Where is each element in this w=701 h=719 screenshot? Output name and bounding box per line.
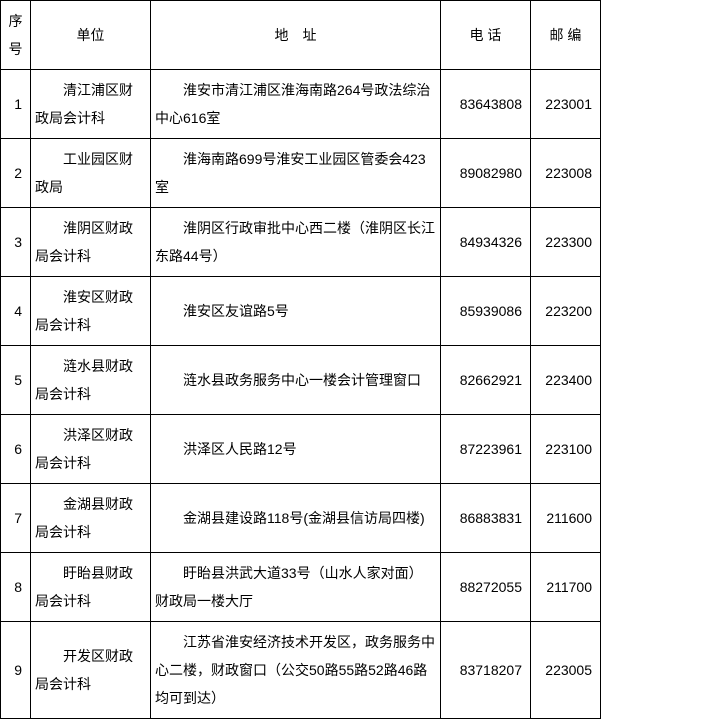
cell-post: 223400 xyxy=(531,346,601,415)
cell-unit: 淮安区财政局会计科 xyxy=(31,277,151,346)
cell-addr: 金湖县建设路118号(金湖县信访局四楼) xyxy=(151,484,441,553)
cell-seq: 6 xyxy=(1,415,31,484)
cell-post: 223008 xyxy=(531,139,601,208)
cell-seq: 3 xyxy=(1,208,31,277)
header-addr: 地 址 xyxy=(151,1,441,70)
cell-addr: 盱眙县洪武大道33号（山水人家对面）财政局一楼大厅 xyxy=(151,553,441,622)
cell-unit: 洪泽区财政局会计科 xyxy=(31,415,151,484)
header-seq: 序号 xyxy=(1,1,31,70)
cell-post: 223200 xyxy=(531,277,601,346)
cell-addr: 淮安市清江浦区淮海南路264号政法综治中心616室 xyxy=(151,70,441,139)
table-row: 2工业园区财政局淮海南路699号淮安工业园区管委会423室89082980223… xyxy=(1,139,601,208)
table-row: 1清江浦区财政局会计科淮安市清江浦区淮海南路264号政法综治中心616室8364… xyxy=(1,70,601,139)
table-row: 9开发区财政局会计科江苏省淮安经济技术开发区，政务服务中心二楼，财政窗口（公交5… xyxy=(1,622,601,719)
table-header: 序号 单位 地 址 电 话 邮 编 xyxy=(1,1,601,70)
cell-unit: 涟水县财政局会计科 xyxy=(31,346,151,415)
cell-phone: 83643808 xyxy=(441,70,531,139)
cell-post: 223100 xyxy=(531,415,601,484)
cell-addr: 洪泽区人民路12号 xyxy=(151,415,441,484)
cell-phone: 88272055 xyxy=(441,553,531,622)
table-row: 7金湖县财政局会计科金湖县建设路118号(金湖县信访局四楼)8688383121… xyxy=(1,484,601,553)
cell-unit: 清江浦区财政局会计科 xyxy=(31,70,151,139)
cell-phone: 86883831 xyxy=(441,484,531,553)
cell-phone: 82662921 xyxy=(441,346,531,415)
header-unit: 单位 xyxy=(31,1,151,70)
cell-unit: 淮阴区财政局会计科 xyxy=(31,208,151,277)
contacts-table: 序号 单位 地 址 电 话 邮 编 1清江浦区财政局会计科淮安市清江浦区淮海南路… xyxy=(0,0,601,719)
cell-seq: 9 xyxy=(1,622,31,719)
cell-unit: 盱眙县财政局会计科 xyxy=(31,553,151,622)
cell-phone: 84934326 xyxy=(441,208,531,277)
cell-post: 211700 xyxy=(531,553,601,622)
cell-addr: 江苏省淮安经济技术开发区，政务服务中心二楼，财政窗口（公交50路55路52路46… xyxy=(151,622,441,719)
cell-seq: 5 xyxy=(1,346,31,415)
header-post: 邮 编 xyxy=(531,1,601,70)
cell-post: 211600 xyxy=(531,484,601,553)
cell-addr: 淮海南路699号淮安工业园区管委会423室 xyxy=(151,139,441,208)
cell-phone: 83718207 xyxy=(441,622,531,719)
table-body: 1清江浦区财政局会计科淮安市清江浦区淮海南路264号政法综治中心616室8364… xyxy=(1,70,601,719)
cell-phone: 87223961 xyxy=(441,415,531,484)
header-phone: 电 话 xyxy=(441,1,531,70)
cell-post: 223300 xyxy=(531,208,601,277)
cell-addr: 涟水县政务服务中心一楼会计管理窗口 xyxy=(151,346,441,415)
cell-phone: 85939086 xyxy=(441,277,531,346)
cell-phone: 89082980 xyxy=(441,139,531,208)
cell-seq: 2 xyxy=(1,139,31,208)
cell-unit: 工业园区财政局 xyxy=(31,139,151,208)
table-row: 3淮阴区财政局会计科淮阴区行政审批中心西二楼（淮阴区长江东路44号）849343… xyxy=(1,208,601,277)
cell-addr: 淮安区友谊路5号 xyxy=(151,277,441,346)
cell-seq: 8 xyxy=(1,553,31,622)
cell-unit: 开发区财政局会计科 xyxy=(31,622,151,719)
table-row: 6洪泽区财政局会计科洪泽区人民路12号87223961223100 xyxy=(1,415,601,484)
cell-post: 223001 xyxy=(531,70,601,139)
table-row: 8盱眙县财政局会计科盱眙县洪武大道33号（山水人家对面）财政局一楼大厅88272… xyxy=(1,553,601,622)
cell-seq: 4 xyxy=(1,277,31,346)
cell-seq: 1 xyxy=(1,70,31,139)
table-row: 5涟水县财政局会计科涟水县政务服务中心一楼会计管理窗口8266292122340… xyxy=(1,346,601,415)
cell-post: 223005 xyxy=(531,622,601,719)
cell-unit: 金湖县财政局会计科 xyxy=(31,484,151,553)
table-row: 4淮安区财政局会计科淮安区友谊路5号85939086223200 xyxy=(1,277,601,346)
cell-addr: 淮阴区行政审批中心西二楼（淮阴区长江东路44号） xyxy=(151,208,441,277)
cell-seq: 7 xyxy=(1,484,31,553)
